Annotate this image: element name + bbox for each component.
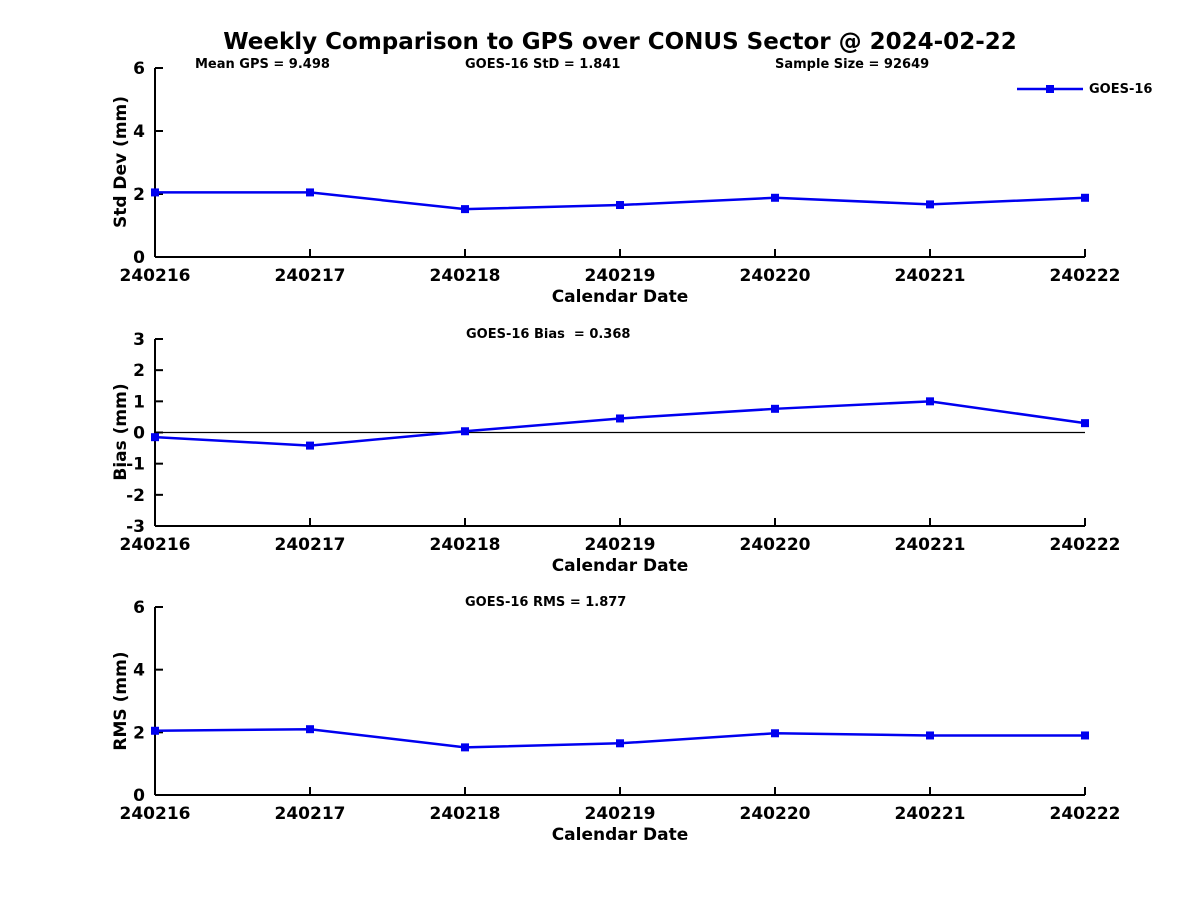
data-point-marker xyxy=(616,414,624,423)
x-tick-label: 240222 xyxy=(1050,804,1121,824)
x-tick-label: 240218 xyxy=(430,266,501,286)
data-point-marker xyxy=(926,397,934,406)
subplot-3: 0 2 4 6 240216 240217 240218 240219 240220 240221… xyxy=(120,598,1121,824)
annotation-goes16-std: GOES-16 StD = 1.841 xyxy=(465,57,621,72)
y-tick-label: 0 xyxy=(133,248,145,268)
x-tick-label: 240221 xyxy=(895,535,966,555)
series-line xyxy=(154,400,1086,447)
page-title: Weekly Comparison to GPS over CONUS Sect… xyxy=(223,29,1017,55)
data-point-marker xyxy=(1081,419,1089,428)
data-point-marker xyxy=(306,725,314,734)
y-tick-label: 4 xyxy=(133,122,145,142)
x-tick-label: 240220 xyxy=(740,535,811,555)
y-tick-label: 3 xyxy=(133,330,145,350)
data-point-marker xyxy=(461,427,469,436)
x-tick-label: 240217 xyxy=(275,266,346,286)
data-point-marker xyxy=(616,201,624,210)
x-tick-label: 240217 xyxy=(275,535,346,555)
y-tick-label: 4 xyxy=(133,661,145,681)
data-point-marker xyxy=(151,433,159,442)
x-tick-label: 240221 xyxy=(895,804,966,824)
y-tick-label: 2 xyxy=(133,723,145,743)
data-point-marker xyxy=(306,441,314,450)
x-axis-label-calendar-date-2: Calendar Date xyxy=(551,556,689,576)
data-point-marker xyxy=(771,404,779,413)
data-point-marker xyxy=(151,188,159,197)
y-tick-label: 6 xyxy=(133,598,145,618)
x-tick-label: 240221 xyxy=(895,266,966,286)
annotation-goes16-rms: GOES-16 RMS = 1.877 xyxy=(465,595,627,610)
x-tick-label: 240218 xyxy=(430,535,501,555)
x-tick-label: 240220 xyxy=(740,266,811,286)
x-tick-label: 240216 xyxy=(120,804,191,824)
annotation-sample-size: Sample Size = 92649 xyxy=(775,57,930,72)
y-tick-label: 6 xyxy=(133,59,145,79)
legend-line-marker-icon xyxy=(1017,85,1083,93)
y-tick-label: 0 xyxy=(133,424,145,444)
annotation-mean-gps: Mean GPS = 9.498 xyxy=(195,57,330,72)
data-point-marker xyxy=(926,200,934,209)
x-tick-label: 240219 xyxy=(585,266,656,286)
y-tick-label: -1 xyxy=(126,455,145,475)
data-point-marker xyxy=(771,729,779,738)
legend-label: GOES-16 xyxy=(1089,81,1153,97)
y-tick-label: 1 xyxy=(133,392,145,412)
data-point-marker xyxy=(616,739,624,748)
x-tick-label: 240217 xyxy=(275,804,346,824)
x-tick-label: 240218 xyxy=(430,804,501,824)
x-axis-label-calendar-date-1: Calendar Date xyxy=(551,287,689,307)
legend: GOES-16 xyxy=(1017,80,1152,98)
y-tick-label: 0 xyxy=(133,786,145,806)
data-point-marker xyxy=(461,743,469,752)
data-point-marker xyxy=(306,188,314,197)
x-tick-label: 240216 xyxy=(120,535,191,555)
x-tick-label: 240222 xyxy=(1050,266,1121,286)
y-tick-label: -3 xyxy=(126,517,145,537)
y-tick-label: 2 xyxy=(133,361,145,381)
x-tick-label: 240220 xyxy=(740,804,811,824)
y-tick-label: -2 xyxy=(126,486,145,506)
x-tick-label: 240222 xyxy=(1050,535,1121,555)
data-point-marker xyxy=(1081,731,1089,740)
data-point-marker xyxy=(926,731,934,740)
annotation-goes16-bias: GOES-16 Bias = 0.368 xyxy=(466,327,631,342)
x-axis-label-calendar-date-3: Calendar Date xyxy=(551,825,689,845)
x-tick-label: 240216 xyxy=(120,266,191,286)
data-point-marker xyxy=(771,193,779,202)
subplot-1: 0 2 4 6 240216 240217 240218 240219 240220 240221… xyxy=(120,59,1121,286)
data-point-marker xyxy=(151,726,159,735)
data-point-marker xyxy=(461,205,469,214)
y-tick-label: 2 xyxy=(133,185,145,205)
data-point-marker xyxy=(1081,193,1089,202)
x-tick-label: 240219 xyxy=(585,804,656,824)
legend-square-marker-icon xyxy=(1046,85,1054,93)
subplot-2: -3 -2 -1 0 1 2 3 240216 240217 240218 240219 240220… xyxy=(120,330,1121,555)
x-tick-label: 240219 xyxy=(585,535,656,555)
